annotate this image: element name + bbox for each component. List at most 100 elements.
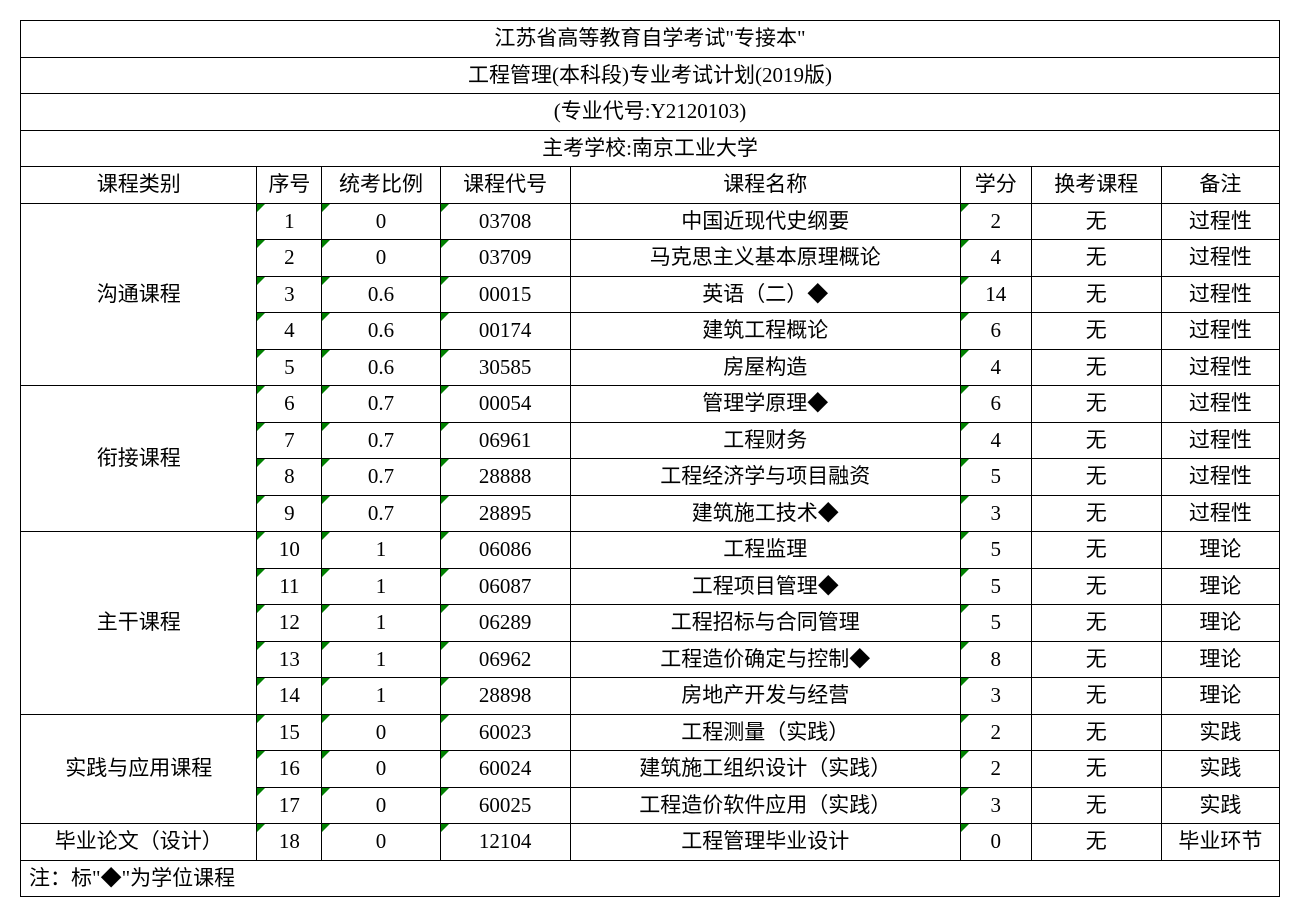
code-cell: 03708 <box>440 203 570 240</box>
credit-cell: 8 <box>960 641 1031 678</box>
code-cell: 28895 <box>440 495 570 532</box>
code-cell: 60024 <box>440 751 570 788</box>
ratio-cell: 1 <box>322 532 440 569</box>
seq-cell: 4 <box>257 313 322 350</box>
swap-cell: 无 <box>1031 276 1161 313</box>
ratio-cell: 0.6 <box>322 276 440 313</box>
seq-cell: 8 <box>257 459 322 496</box>
table-row: 毕业论文（设计）18012104工程管理毕业设计0无毕业环节 <box>21 824 1280 861</box>
credit-cell: 5 <box>960 568 1031 605</box>
footnote: 注：标"◆"为学位课程 <box>21 860 1280 897</box>
header-remark: 备注 <box>1161 167 1279 204</box>
name-cell: 建筑工程概论 <box>570 313 960 350</box>
swap-cell: 无 <box>1031 532 1161 569</box>
remark-cell: 过程性 <box>1161 240 1279 277</box>
credit-cell: 4 <box>960 240 1031 277</box>
swap-cell: 无 <box>1031 714 1161 751</box>
credit-cell: 2 <box>960 751 1031 788</box>
ratio-cell: 0.7 <box>322 386 440 423</box>
name-cell: 工程财务 <box>570 422 960 459</box>
name-cell: 工程监理 <box>570 532 960 569</box>
category-cell: 毕业论文（设计） <box>21 824 257 861</box>
table-row: 主干课程10106086工程监理5无理论 <box>21 532 1280 569</box>
header-seq: 序号 <box>257 167 322 204</box>
code-cell: 00054 <box>440 386 570 423</box>
table-row: 沟通课程1003708中国近现代史纲要2无过程性 <box>21 203 1280 240</box>
name-cell: 工程测量（实践） <box>570 714 960 751</box>
credit-cell: 14 <box>960 276 1031 313</box>
seq-cell: 1 <box>257 203 322 240</box>
swap-cell: 无 <box>1031 349 1161 386</box>
name-cell: 马克思主义基本原理概论 <box>570 240 960 277</box>
name-cell: 房地产开发与经营 <box>570 678 960 715</box>
header-row: 课程类别 序号 统考比例 课程代号 课程名称 学分 换考课程 备注 <box>21 167 1280 204</box>
remark-cell: 理论 <box>1161 568 1279 605</box>
seq-cell: 16 <box>257 751 322 788</box>
code-cell: 12104 <box>440 824 570 861</box>
remark-cell: 实践 <box>1161 714 1279 751</box>
code-cell: 06087 <box>440 568 570 605</box>
credit-cell: 3 <box>960 678 1031 715</box>
name-cell: 中国近现代史纲要 <box>570 203 960 240</box>
swap-cell: 无 <box>1031 495 1161 532</box>
remark-cell: 毕业环节 <box>1161 824 1279 861</box>
table-row: 实践与应用课程15060023工程测量（实践）2无实践 <box>21 714 1280 751</box>
title-line-4: 主考学校:南京工业大学 <box>21 130 1280 167</box>
swap-cell: 无 <box>1031 422 1161 459</box>
ratio-cell: 0 <box>322 714 440 751</box>
title-line-2: 工程管理(本科段)专业考试计划(2019版) <box>21 57 1280 94</box>
remark-cell: 理论 <box>1161 678 1279 715</box>
credit-cell: 5 <box>960 532 1031 569</box>
swap-cell: 无 <box>1031 313 1161 350</box>
swap-cell: 无 <box>1031 605 1161 642</box>
ratio-cell: 0 <box>322 824 440 861</box>
name-cell: 工程造价软件应用（实践） <box>570 787 960 824</box>
seq-cell: 12 <box>257 605 322 642</box>
name-cell: 工程经济学与项目融资 <box>570 459 960 496</box>
code-cell: 06289 <box>440 605 570 642</box>
header-swap: 换考课程 <box>1031 167 1161 204</box>
credit-cell: 6 <box>960 313 1031 350</box>
seq-cell: 7 <box>257 422 322 459</box>
swap-cell: 无 <box>1031 386 1161 423</box>
remark-cell: 实践 <box>1161 787 1279 824</box>
swap-cell: 无 <box>1031 568 1161 605</box>
name-cell: 工程造价确定与控制◆ <box>570 641 960 678</box>
remark-cell: 过程性 <box>1161 386 1279 423</box>
name-cell: 房屋构造 <box>570 349 960 386</box>
code-cell: 00174 <box>440 313 570 350</box>
credit-cell: 3 <box>960 787 1031 824</box>
ratio-cell: 0 <box>322 751 440 788</box>
ratio-cell: 0 <box>322 787 440 824</box>
code-cell: 06086 <box>440 532 570 569</box>
remark-cell: 过程性 <box>1161 276 1279 313</box>
credit-cell: 0 <box>960 824 1031 861</box>
swap-cell: 无 <box>1031 641 1161 678</box>
code-cell: 60025 <box>440 787 570 824</box>
seq-cell: 3 <box>257 276 322 313</box>
remark-cell: 理论 <box>1161 605 1279 642</box>
name-cell: 管理学原理◆ <box>570 386 960 423</box>
credit-cell: 3 <box>960 495 1031 532</box>
seq-cell: 14 <box>257 678 322 715</box>
ratio-cell: 0.7 <box>322 495 440 532</box>
exam-plan-table: 江苏省高等教育自学考试"专接本" 工程管理(本科段)专业考试计划(2019版) … <box>20 20 1280 897</box>
category-cell: 实践与应用课程 <box>21 714 257 824</box>
seq-cell: 17 <box>257 787 322 824</box>
remark-cell: 实践 <box>1161 751 1279 788</box>
title-line-3: (专业代号:Y2120103) <box>21 94 1280 131</box>
code-cell: 00015 <box>440 276 570 313</box>
seq-cell: 6 <box>257 386 322 423</box>
credit-cell: 2 <box>960 714 1031 751</box>
name-cell: 建筑施工技术◆ <box>570 495 960 532</box>
seq-cell: 5 <box>257 349 322 386</box>
header-category: 课程类别 <box>21 167 257 204</box>
header-name: 课程名称 <box>570 167 960 204</box>
ratio-cell: 0 <box>322 203 440 240</box>
ratio-cell: 1 <box>322 678 440 715</box>
name-cell: 工程招标与合同管理 <box>570 605 960 642</box>
code-cell: 30585 <box>440 349 570 386</box>
ratio-cell: 0 <box>322 240 440 277</box>
remark-cell: 过程性 <box>1161 495 1279 532</box>
code-cell: 03709 <box>440 240 570 277</box>
